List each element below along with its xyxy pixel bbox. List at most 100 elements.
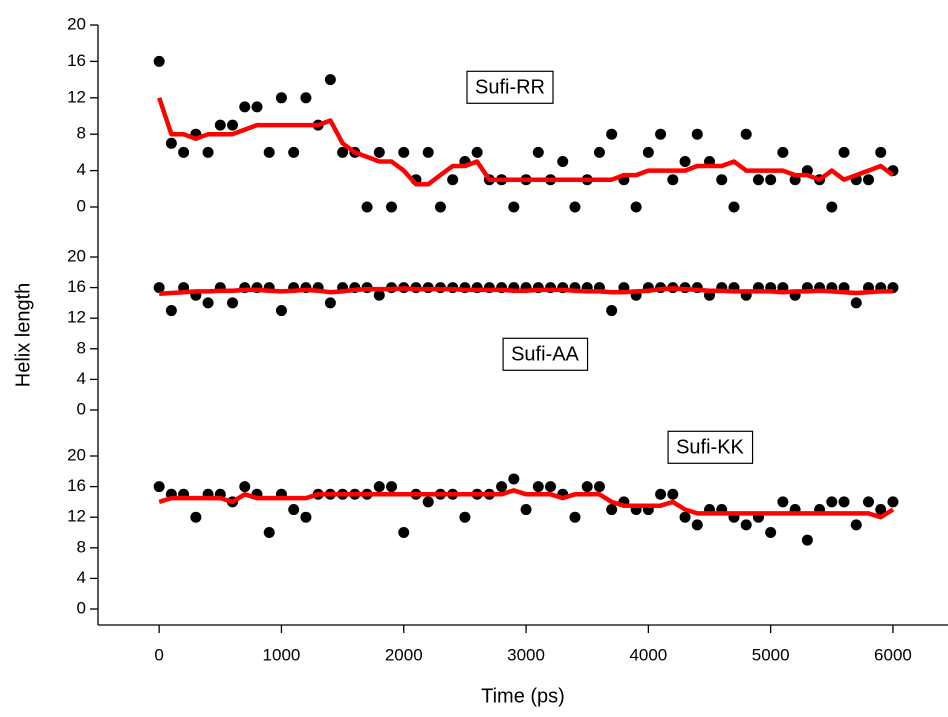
data-point: [275, 305, 287, 317]
data-point: [153, 55, 165, 67]
data-point: [887, 496, 899, 508]
average-line: [159, 286, 893, 296]
data-point: [275, 92, 287, 104]
data-point: [386, 481, 398, 493]
data-point: [251, 101, 263, 113]
data-point: [434, 201, 446, 213]
y-tick-label: 8: [77, 537, 86, 556]
annotation-box: [502, 337, 589, 371]
data-point: [630, 201, 642, 213]
data-point: [361, 201, 373, 213]
data-point: [850, 519, 862, 531]
y-axis-label: Helix length: [12, 283, 34, 388]
x-axis-label: Time (ps): [481, 685, 565, 707]
data-point: [202, 146, 214, 158]
data-point: [606, 128, 618, 140]
data-point: [728, 201, 740, 213]
data-point: [838, 496, 850, 508]
data-point: [716, 174, 728, 186]
data-point: [642, 146, 654, 158]
y-tick-label: 8: [77, 124, 86, 143]
average-line: [158, 488, 895, 520]
data-point: [422, 146, 434, 158]
data-point: [165, 305, 177, 317]
y-tick-label: 20: [67, 14, 86, 33]
x-tick-label: 5000: [752, 645, 790, 664]
data-point: [532, 481, 544, 493]
data-point: [190, 511, 202, 523]
data-point: [153, 282, 165, 294]
data-point: [740, 519, 752, 531]
data-point: [655, 128, 667, 140]
y-tick-label: 4: [77, 160, 86, 179]
x-tick-label: 1000: [263, 645, 301, 664]
data-point: [826, 496, 838, 508]
data-point: [398, 527, 410, 538]
data-point: [532, 146, 544, 158]
data-point: [679, 511, 691, 523]
data-point: [178, 146, 190, 158]
y-tick-label: 16: [67, 51, 86, 70]
data-point: [214, 119, 226, 131]
data-point: [202, 297, 214, 309]
y-tick-label: 16: [67, 476, 86, 495]
data-point: [593, 146, 605, 158]
data-point: [324, 74, 336, 86]
data-point: [691, 519, 703, 531]
annotation: Sufi-RR: [475, 76, 545, 98]
data-point: [165, 137, 177, 149]
data-point: [324, 297, 336, 309]
data-point: [263, 527, 275, 538]
data-point: [288, 146, 300, 158]
data-point: [496, 481, 508, 493]
data-point: [471, 146, 483, 158]
data-point: [398, 146, 410, 158]
data-point: [300, 511, 312, 523]
annotation-box: [667, 430, 754, 464]
data-point: [801, 534, 813, 546]
data-point: [875, 146, 887, 158]
data-point: [581, 481, 593, 493]
data-point: [777, 496, 789, 508]
y-tick-label: 12: [67, 87, 86, 106]
y-tick-label: 12: [67, 507, 86, 526]
data-point: [863, 174, 875, 186]
data-point: [373, 481, 385, 493]
x-tick-label: 2000: [385, 645, 423, 664]
data-point: [606, 504, 618, 516]
data-point: [606, 305, 618, 317]
data-point: [508, 473, 520, 485]
data-point: [508, 201, 520, 213]
x-tick-label: 6000: [874, 645, 912, 664]
data-point: [239, 101, 251, 113]
data-point: [569, 201, 581, 213]
y-tick-label: 4: [77, 369, 86, 388]
data-point: [373, 289, 385, 301]
annotation: Sufi-AA: [511, 343, 579, 365]
y-tick-label: 0: [77, 399, 86, 418]
y-tick-label: 0: [77, 598, 86, 617]
data-point: [239, 481, 251, 493]
data-point: [765, 174, 777, 186]
data-point: [422, 496, 434, 508]
y-tick-label: 12: [67, 308, 86, 327]
data-point: [691, 128, 703, 140]
data-point: [765, 527, 777, 538]
data-point: [667, 174, 679, 186]
data-point: [777, 146, 789, 158]
data-point: [557, 156, 569, 167]
data-point: [520, 504, 532, 516]
y-tick-label: 16: [67, 277, 86, 296]
x-tick-label: 3000: [507, 645, 545, 664]
data-point: [227, 297, 239, 309]
y-tick-label: 0: [77, 196, 86, 215]
x-tick-label: 4000: [629, 645, 667, 664]
data-point: [337, 146, 349, 158]
y-tick-label: 4: [77, 568, 86, 587]
data-point: [263, 146, 275, 158]
data-point: [667, 488, 679, 500]
data-point: [459, 511, 471, 523]
data-point: [679, 156, 691, 167]
data-point: [752, 174, 764, 186]
data-point: [863, 496, 875, 508]
